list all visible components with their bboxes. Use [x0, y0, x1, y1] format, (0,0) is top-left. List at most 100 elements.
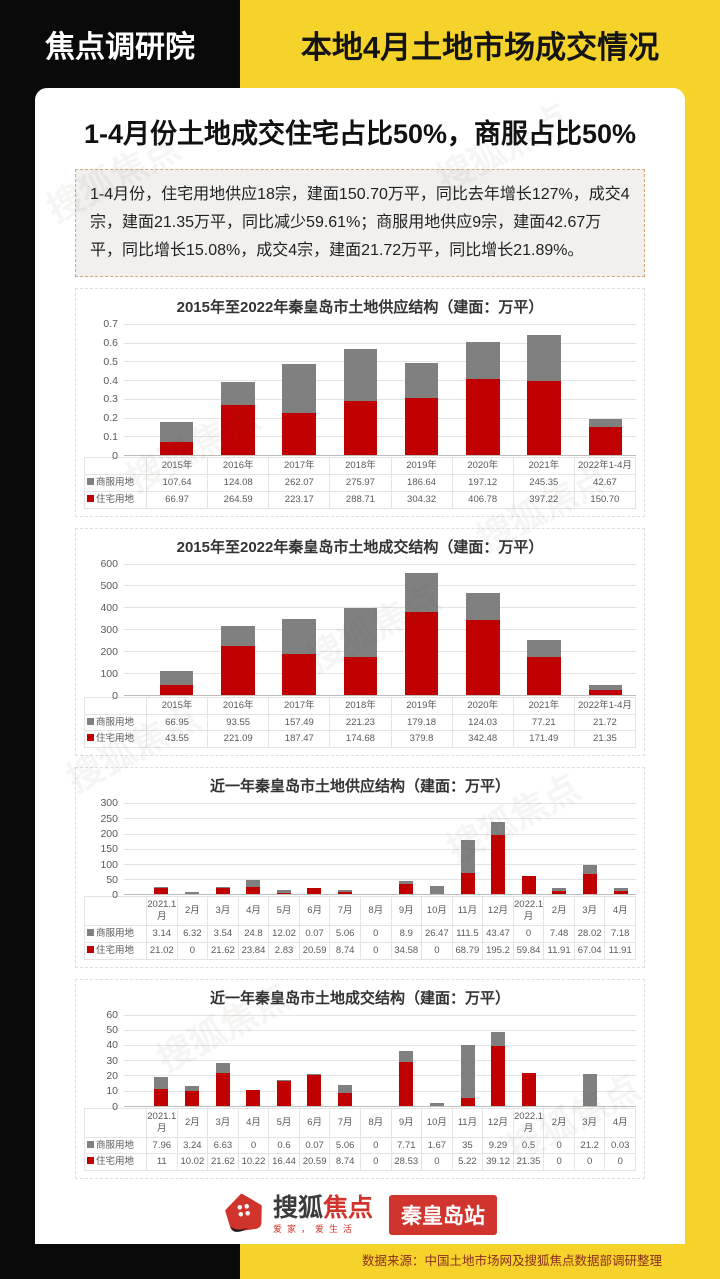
table-col-header: 2020年	[451, 457, 514, 475]
bar-9月	[391, 803, 422, 895]
bar-stack	[369, 1015, 383, 1106]
bar-stack	[338, 1015, 353, 1106]
table-col-header: 4月	[237, 896, 270, 926]
house-icon	[223, 1191, 265, 1238]
table-cell: 21.62	[207, 941, 239, 960]
table-cell: 174.68	[329, 730, 392, 749]
gridline	[124, 398, 636, 400]
series-label: 住宅用地	[84, 1153, 147, 1172]
table-cell: 93.55	[207, 713, 270, 732]
bar-3月	[207, 803, 238, 895]
bar-2016年	[207, 324, 268, 455]
table-col-header: 10月	[421, 896, 453, 926]
住宅用地-bar-segment	[588, 426, 623, 455]
table-cell: 8.74	[329, 941, 361, 960]
住宅用地-bar-segment	[343, 656, 378, 695]
table-cell: 0	[359, 925, 392, 943]
sohu-focus-logo: 搜狐焦点 爱家，爱生活 秦皇岛站	[75, 1191, 645, 1238]
table-col-header: 2021.1月	[146, 896, 178, 926]
住宅用地-bar-segment	[552, 890, 567, 895]
table-cell: 124.03	[451, 713, 514, 732]
table-col-header: 8月	[359, 896, 392, 926]
商服用地-bar-segment	[246, 879, 261, 888]
bar-4月	[238, 803, 269, 895]
商服用地-bar-segment	[552, 888, 567, 891]
住宅用地-bar-segment	[307, 888, 322, 895]
y-axis-tick: 500	[100, 579, 118, 592]
bar-stack	[246, 803, 261, 895]
商服用地-bar-segment	[276, 889, 291, 894]
住宅用地-bar-segment	[460, 1097, 475, 1106]
table-col-header: 6月	[298, 896, 331, 926]
bar-stack	[527, 324, 561, 455]
table-col-header: 11月	[451, 896, 484, 926]
table-cell: 0	[512, 925, 545, 943]
y-axis-tick: 0.6	[103, 336, 118, 349]
y-axis: 60 50 40 30 20 10 0	[84, 1009, 122, 1113]
table-row-住宅用地: 住宅用地 11 10.02 21.62 10.22 16.44 20.59 8.74 0 28.5…	[84, 1153, 636, 1172]
table-cell: 42.67	[573, 473, 637, 492]
table-cell: 3.54	[207, 925, 239, 943]
gridline	[124, 417, 636, 419]
table-cell: 187.47	[268, 730, 331, 749]
y-axis: 0.7 0.6 0.5 0.4 0.3 0.2 0.1 0	[84, 318, 122, 462]
bar-stack	[588, 564, 623, 695]
商服用地-bar-segment	[154, 886, 169, 888]
bar-5月	[269, 1015, 300, 1106]
gridline	[124, 1090, 636, 1092]
table-row-住宅用地: 住宅用地 21.02 0 21.62 23.84 2.83 20.59 8.74 0 34.58 0…	[84, 941, 636, 960]
商服用地-bar-segment	[221, 625, 255, 647]
page-header-title: 本地4月土地市场成交情况	[300, 29, 660, 65]
table-col-header: 3月	[207, 1107, 239, 1138]
gridline	[124, 650, 636, 652]
bar-5月	[269, 803, 300, 895]
商服用地-bar-segment	[404, 572, 439, 612]
商服用地-bar-segment	[527, 334, 561, 381]
chart-title: 2015年至2022年秦皇岛市土地成交结构（建面：万平）	[176, 538, 544, 556]
table-col-header: 2017年	[268, 696, 331, 715]
y-axis-tick: 200	[100, 827, 118, 840]
gridline	[124, 361, 636, 363]
table-cell: 379.8	[390, 730, 453, 749]
住宅用地-bar-segment	[588, 689, 623, 695]
住宅用地-bar-segment	[282, 653, 316, 695]
table-cell: 21.35	[512, 1153, 545, 1172]
y-axis-tick: 400	[100, 601, 118, 614]
gridline	[124, 607, 636, 609]
table-cell: 7.18	[604, 925, 636, 943]
bar-10月	[422, 1015, 453, 1106]
table-cell: 12.02	[268, 925, 300, 943]
table-row-商服用地: 商服用地 107.64 124.08 262.07 275.97 186.64 197.12…	[84, 473, 637, 492]
table-col-header: 2020年	[451, 696, 514, 715]
住宅用地-bar-segment	[404, 398, 439, 455]
table-cell: 0.6	[268, 1136, 300, 1155]
bar-2月	[177, 803, 208, 895]
商服用地-bar-segment	[583, 865, 598, 874]
y-axis-tick: 30	[106, 1054, 118, 1067]
bar-2021.1月	[146, 1015, 177, 1106]
table-col-header: 11月	[451, 1107, 484, 1138]
table-cell: 342.48	[451, 730, 514, 749]
bar-6月	[299, 803, 330, 895]
bar-stack	[184, 1015, 199, 1106]
bar-3月	[575, 803, 606, 895]
bar-2018年	[330, 564, 391, 695]
bar-7月	[330, 1015, 361, 1106]
table-cell: 24.8	[237, 925, 270, 943]
table-col-header: 3月	[573, 1107, 606, 1138]
bar-2019年	[391, 564, 452, 695]
商服用地-bar-segment	[460, 1044, 475, 1098]
table-cell: 26.47	[421, 925, 453, 943]
bar-8月	[360, 803, 391, 894]
table-col-header: 2月	[176, 896, 209, 926]
y-axis-tick: 0.5	[103, 355, 118, 368]
商服用地-bar-segment	[215, 886, 230, 888]
table-row-住宅用地: 住宅用地 66.97 264.59 223.17 288.71 304.32 406.78 3…	[84, 490, 637, 509]
住宅用地-bar-segment	[466, 378, 500, 455]
table-cell: 186.64	[390, 473, 453, 492]
table-col-header: 7月	[329, 1107, 361, 1138]
table-cell: 406.78	[451, 490, 514, 509]
chart-plot-area: 300 250 200 150 100 50 0	[84, 797, 636, 901]
table-cell: 7.96	[146, 1136, 178, 1155]
住宅用地-bar-segment	[460, 873, 475, 895]
